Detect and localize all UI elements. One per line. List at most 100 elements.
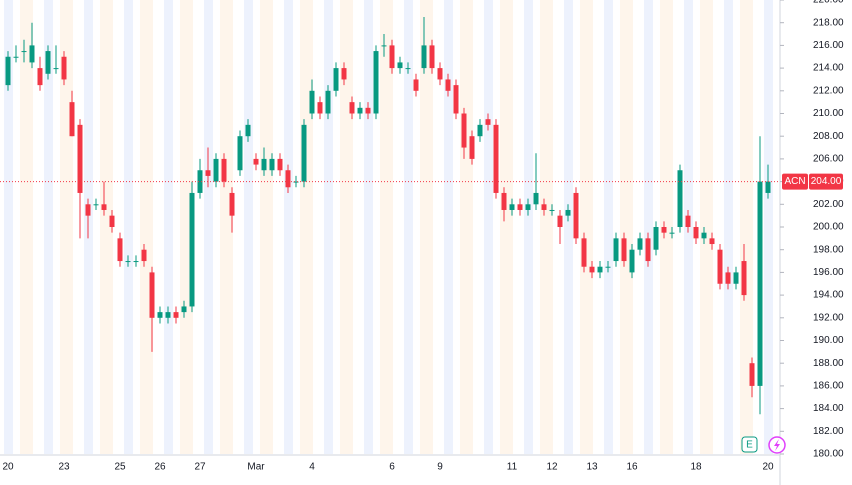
x-tick-label: 4 bbox=[309, 462, 315, 473]
candle-body bbox=[157, 312, 163, 318]
candle-body bbox=[573, 192, 579, 239]
candle-body bbox=[365, 107, 371, 114]
y-tick-label: 196.00 bbox=[813, 267, 844, 278]
candle-body bbox=[61, 56, 67, 80]
price-tag bbox=[809, 173, 843, 190]
event-icon[interactable] bbox=[768, 436, 786, 454]
candle-body bbox=[581, 238, 587, 267]
candle-body bbox=[349, 102, 355, 114]
candle-body bbox=[317, 102, 323, 114]
y-tick-label: 188.00 bbox=[813, 358, 844, 369]
candle-body bbox=[733, 272, 739, 284]
candle-body bbox=[493, 124, 499, 193]
y-tick-label: 212.00 bbox=[813, 85, 844, 96]
y-tick-label: 186.00 bbox=[813, 381, 844, 392]
candle-body bbox=[293, 181, 299, 183]
y-tick-label: 180.00 bbox=[813, 449, 844, 460]
candle-body bbox=[389, 45, 395, 69]
y-tick-label: 220.00 bbox=[813, 0, 844, 6]
candle-body bbox=[589, 266, 595, 273]
candle-body bbox=[309, 90, 315, 114]
candle-body bbox=[45, 51, 51, 74]
candle-body bbox=[741, 261, 747, 296]
candle-body bbox=[5, 56, 11, 86]
candle-body bbox=[509, 204, 515, 210]
candle-body bbox=[613, 238, 619, 262]
svg-text:E: E bbox=[746, 440, 753, 451]
y-tick-label: 218.00 bbox=[813, 17, 844, 28]
y-tick-label: 214.00 bbox=[813, 63, 844, 74]
candle-body bbox=[597, 266, 603, 273]
candle-body bbox=[445, 79, 451, 91]
candle-body bbox=[669, 232, 675, 234]
x-tick-label: 23 bbox=[58, 462, 70, 473]
candle-body bbox=[765, 181, 771, 193]
y-tick-label: 208.00 bbox=[813, 131, 844, 142]
candle-body bbox=[565, 209, 571, 216]
candle-body bbox=[21, 51, 27, 53]
candle-body bbox=[341, 68, 347, 80]
x-tick-label: 6 bbox=[389, 462, 395, 473]
y-tick-label: 190.00 bbox=[813, 335, 844, 346]
candle-body bbox=[461, 113, 467, 148]
x-tick-label: 20 bbox=[762, 462, 774, 473]
candle-body bbox=[117, 238, 123, 262]
candle-body bbox=[69, 102, 75, 137]
candle-body bbox=[677, 170, 683, 227]
candle-body bbox=[421, 45, 427, 69]
candle-body bbox=[245, 124, 251, 137]
candle-body bbox=[109, 215, 115, 227]
candle-body bbox=[189, 192, 195, 307]
x-tick-label: 25 bbox=[114, 462, 126, 473]
candle-body bbox=[325, 90, 331, 114]
candle-body bbox=[261, 158, 267, 171]
candle-body bbox=[549, 209, 555, 211]
x-tick-label: 13 bbox=[586, 462, 598, 473]
candle-body bbox=[621, 238, 627, 262]
x-tick-label: 20 bbox=[2, 462, 14, 473]
candle-body bbox=[93, 204, 99, 206]
candle-body bbox=[381, 45, 387, 47]
x-tick-label: 18 bbox=[690, 462, 702, 473]
candle-body bbox=[141, 249, 147, 262]
candle-body bbox=[13, 56, 19, 58]
x-tick-label: 9 bbox=[437, 462, 443, 473]
candle-body bbox=[485, 119, 491, 125]
y-tick-label: 198.00 bbox=[813, 244, 844, 255]
candle-body bbox=[525, 204, 531, 210]
candle-body bbox=[277, 158, 283, 171]
candle-body bbox=[477, 124, 483, 137]
candle-body bbox=[749, 363, 755, 386]
y-tick-label: 210.00 bbox=[813, 108, 844, 119]
candle-body bbox=[517, 204, 523, 210]
candle-body bbox=[285, 170, 291, 188]
candle-body bbox=[725, 272, 731, 284]
candle-body bbox=[429, 45, 435, 69]
candle-body bbox=[205, 170, 211, 176]
candle-body bbox=[469, 136, 475, 159]
candle-body bbox=[149, 272, 155, 318]
candle-body bbox=[533, 192, 539, 205]
candle-body bbox=[373, 51, 379, 114]
candle-body bbox=[693, 227, 699, 239]
candle-body bbox=[709, 238, 715, 245]
symbol-tag bbox=[782, 173, 808, 190]
x-tick-label: 12 bbox=[546, 462, 558, 473]
candle-body bbox=[645, 238, 651, 262]
y-tick-label: 200.00 bbox=[813, 222, 844, 233]
candle-body bbox=[237, 136, 243, 171]
x-tick-label: Mar bbox=[247, 462, 265, 473]
candle-body bbox=[661, 227, 667, 233]
candle-body bbox=[333, 68, 339, 91]
candle-body bbox=[605, 266, 611, 268]
candle-body bbox=[221, 158, 227, 182]
candle-body bbox=[181, 306, 187, 313]
y-tick-label: 184.00 bbox=[813, 403, 844, 414]
earnings-icon[interactable]: E bbox=[741, 436, 758, 453]
candle-body bbox=[437, 68, 443, 80]
candle-body bbox=[101, 204, 107, 210]
candle-body bbox=[501, 192, 507, 210]
candle-body bbox=[125, 261, 131, 263]
